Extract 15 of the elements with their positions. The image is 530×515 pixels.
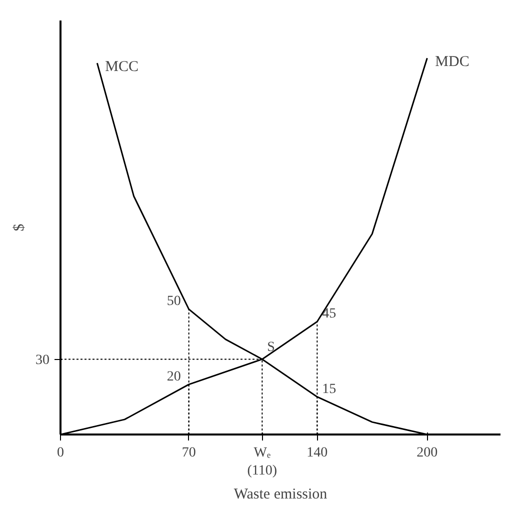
annotation: 15 [322, 382, 336, 397]
x-axis-title: Waste emission [234, 486, 328, 502]
annotation: S [267, 340, 275, 356]
x-tick-label: 70 [182, 446, 196, 460]
annotation: 45 [322, 306, 336, 322]
y-axis-title: $ [12, 223, 28, 232]
series-label: MCC [105, 59, 139, 76]
series-label: MDC [435, 54, 470, 70]
x-tick-label: 140 [306, 446, 328, 460]
annotation: 50 [166, 294, 181, 310]
x-tick-label: 0 [57, 446, 64, 460]
text: 30 [36, 353, 50, 368]
x-tick-label: 200 [416, 446, 438, 460]
x-tick-label: Wₑ (110) [247, 446, 278, 478]
annotation: 20 [166, 369, 181, 384]
